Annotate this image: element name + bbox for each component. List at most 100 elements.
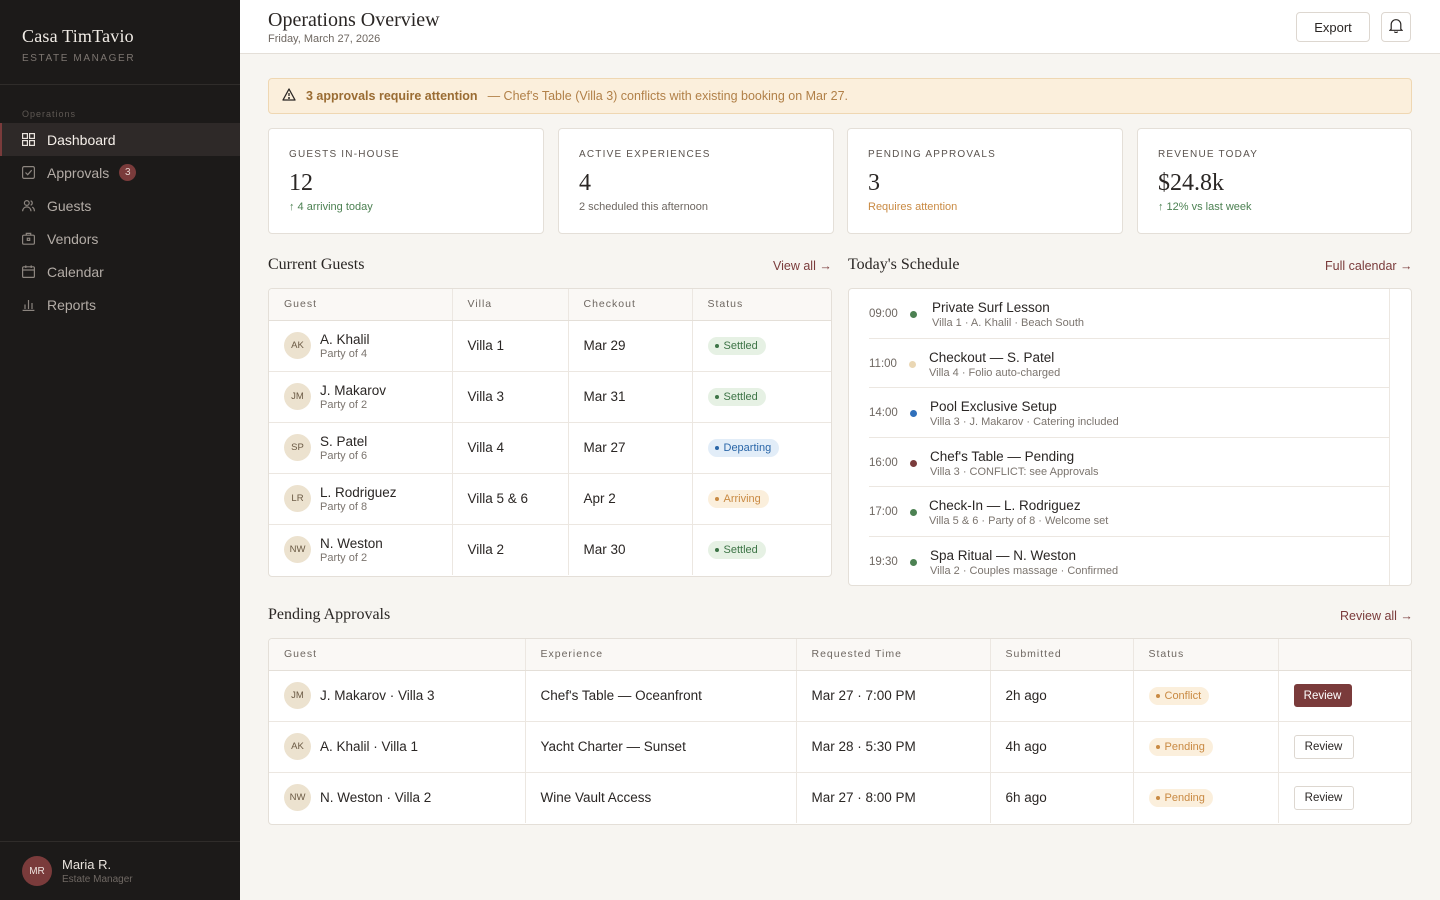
column-header[interactable]: Checkout — [568, 289, 693, 321]
table-row[interactable]: NW N. Weston Party of 2 Villa 2 Mar 30 S… — [269, 524, 831, 575]
experience-cell: Yacht Charter — Sunset — [525, 721, 797, 773]
status-dot — [909, 360, 916, 368]
sidebar-item-dashboard[interactable]: Dashboard — [0, 123, 240, 156]
guest-party: Party of 2 — [320, 398, 368, 411]
guest-name: N. Weston · Villa 2 — [320, 790, 432, 806]
schedule-item[interactable]: 19:30 Spa Ritual — N. Weston Villa 2 · C… — [869, 536, 1390, 585]
sidebar-item-vendors[interactable]: Vendors — [0, 222, 240, 255]
briefcase-icon — [22, 232, 35, 245]
guest-name: L. Rodriguez — [320, 484, 397, 500]
full-calendar-link[interactable]: Full calendar → — [1325, 259, 1413, 273]
sidebar-item-reports[interactable]: Reports — [0, 288, 240, 321]
stat-label: GUESTS IN-HOUSE — [289, 149, 400, 160]
checkout-cell: Mar 31 — [568, 371, 693, 423]
bell-icon — [1388, 18, 1404, 36]
export-button[interactable]: Export — [1296, 12, 1370, 42]
status-badge: Settled — [707, 541, 766, 560]
schedule-item-title: Private Surf Lesson — [932, 300, 1050, 315]
sidebar-item-calendar[interactable]: Calendar — [0, 255, 240, 288]
warning-icon — [282, 88, 296, 104]
sidebar-item-guests[interactable]: Guests — [0, 189, 240, 222]
column-header[interactable]: Status — [1133, 639, 1279, 671]
stat-label: REVENUE TODAY — [1158, 149, 1259, 160]
status-dot — [910, 459, 917, 467]
avatar: SP — [284, 434, 311, 461]
column-header[interactable]: Guest — [269, 639, 526, 671]
schedule-item-detail: Villa 2 · Couples massage · Confirmed — [930, 564, 1119, 577]
stat-value: 12 — [289, 170, 313, 196]
schedule-item[interactable]: 17:00 Check-In — L. Rodriguez Villa 5 & … — [869, 487, 1390, 537]
calendar-icon — [22, 265, 35, 278]
submitted-cell: 4h ago — [990, 721, 1134, 773]
stat-card-guests: GUESTS IN-HOUSE 12 ↑ 4 arriving today — [268, 128, 544, 234]
column-header[interactable]: Villa — [452, 289, 569, 321]
table-row[interactable]: SP S. Patel Party of 6 Villa 4 Mar 27 De… — [269, 422, 831, 474]
avatar: AK — [284, 332, 311, 359]
column-header[interactable]: Status — [692, 289, 831, 321]
table-row[interactable]: JM J. Makarov · Villa 3 Chef's Table — O… — [269, 670, 1411, 722]
page-date: Friday, March 27, 2026 — [268, 33, 381, 45]
status-dot — [910, 558, 917, 566]
review-all-link[interactable]: Review all → — [1340, 609, 1413, 623]
stat-card-approvals: PENDING APPROVALS 3 Requires attention — [847, 128, 1123, 234]
schedule-time: 14:00 — [869, 407, 898, 419]
user-profile[interactable]: MR Maria R. Estate Manager — [0, 841, 240, 900]
brand: Casa TimTavio ESTATE MANAGER — [0, 0, 240, 85]
requested-time-cell: Mar 27 · 7:00 PM — [796, 670, 991, 722]
guest-name: A. Khalil · Villa 1 — [320, 739, 419, 754]
schedule-item-title: Pool Exclusive Setup — [930, 399, 1057, 414]
schedule-time: 11:00 — [869, 357, 897, 370]
bar-chart-icon — [22, 298, 35, 311]
status-badge: Conflict — [1148, 687, 1210, 705]
avatar: NW — [284, 784, 311, 812]
schedule-item[interactable]: 16:00 Chef's Table — Pending Villa 3 · C… — [869, 437, 1390, 487]
avatar: JM — [284, 682, 311, 709]
avatar: NW — [284, 536, 311, 564]
sidebar-item-label: Vendors — [47, 230, 99, 247]
current-guests-title: Current Guests — [268, 256, 365, 273]
table-row[interactable]: AK A. Khalil Party of 4 Villa 1 Mar 29 S… — [269, 320, 831, 372]
stat-sub: ↑ 12% vs last week — [1158, 201, 1252, 213]
column-header[interactable]: Requested Time — [796, 639, 991, 671]
villa-cell: Villa 2 — [452, 524, 569, 575]
sidebar-item-approvals[interactable]: Approvals 3 — [0, 156, 240, 189]
review-button[interactable]: Review — [1293, 785, 1354, 810]
stat-label: ACTIVE EXPERIENCES — [579, 149, 711, 160]
sidebar-item-label: Guests — [47, 197, 92, 214]
stat-value: 3 — [868, 170, 880, 196]
schedule-panel: 09:00 Private Surf Lesson Villa 1 · A. K… — [848, 288, 1412, 586]
status-badge: Pending — [1148, 789, 1213, 808]
stat-value: $24.8k — [1158, 170, 1224, 196]
guest-name: J. Makarov — [320, 382, 387, 398]
stat-sub: 2 scheduled this afternoon — [579, 201, 709, 213]
checkout-cell: Apr 2 — [568, 473, 693, 525]
guest-party: Party of 4 — [320, 347, 368, 360]
table-row[interactable]: AK A. Khalil · Villa 1 Yacht Charter — S… — [269, 721, 1411, 773]
stat-card-experiences: ACTIVE EXPERIENCES 4 2 scheduled this af… — [558, 128, 834, 234]
schedule-item-title: Check-In — L. Rodriguez — [929, 498, 1081, 513]
review-button[interactable]: Review — [1293, 734, 1354, 759]
column-header[interactable]: Experience — [525, 639, 797, 671]
column-header[interactable]: Submitted — [990, 639, 1134, 671]
alert-headline: 3 approvals require attention — [306, 89, 478, 103]
view-all-guests-link[interactable]: View all → — [773, 259, 832, 273]
current-guests-table: Guest Villa Checkout Status AK A. Khalil… — [268, 288, 832, 577]
review-button[interactable]: Review — [1293, 684, 1352, 707]
alert-detail: — Chef's Table (Villa 3) conflicts with … — [487, 89, 849, 103]
schedule-item[interactable]: 11:00 Checkout — S. Patel Villa 4 · Foli… — [869, 338, 1390, 388]
schedule-item[interactable]: 14:00 Pool Exclusive Setup Villa 3 · J. … — [869, 388, 1390, 438]
villa-cell: Villa 5 & 6 — [452, 473, 569, 525]
schedule-item[interactable]: 09:00 Private Surf Lesson Villa 1 · A. K… — [869, 289, 1390, 339]
villa-cell: Villa 4 — [452, 422, 569, 474]
avatar: JM — [284, 383, 311, 410]
submitted-cell: 6h ago — [990, 772, 1134, 823]
table-row[interactable]: NW N. Weston · Villa 2 Wine Vault Access… — [269, 772, 1411, 823]
experience-cell: Wine Vault Access — [525, 772, 797, 823]
table-row[interactable]: JM J. Makarov Party of 2 Villa 3 Mar 31 … — [269, 371, 831, 423]
notifications-button[interactable] — [1381, 12, 1411, 42]
stat-value: 4 — [579, 170, 591, 196]
table-row[interactable]: LR L. Rodriguez Party of 8 Villa 5 & 6 A… — [269, 473, 831, 525]
column-header — [1278, 639, 1411, 671]
column-header[interactable]: Guest — [269, 289, 453, 321]
stat-label: PENDING APPROVALS — [868, 149, 997, 160]
